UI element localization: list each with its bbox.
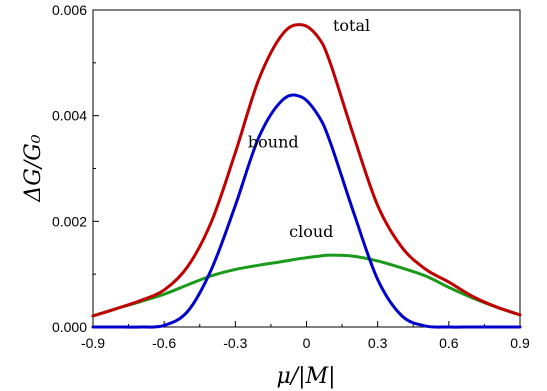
y-tick-label: 0.000 (52, 319, 87, 335)
annotation-cloud: cloud (289, 222, 333, 241)
series-annotations: total bound cloud (248, 16, 370, 241)
series-lines (91, 23, 522, 329)
annotation-total: total (333, 16, 370, 35)
y-tick-label: 0.002 (52, 213, 87, 229)
x-tick-label: -0.3 (223, 335, 247, 351)
y-axis-title: ΔG/G₀ (21, 134, 46, 202)
x-tick-label: -0.9 (81, 335, 105, 351)
annotation-bound: bound (248, 132, 299, 151)
x-tick-label: -0.6 (152, 335, 176, 351)
plot-frame (92, 9, 521, 328)
tick-labels: -0.9 -0.6 -0.3 0 0.3 0.6 0.9 0.000 0.002 0.004 0.0… (52, 2, 530, 351)
series-line-bound (91, 93, 522, 329)
x-axis-title: μ/|M| (276, 364, 335, 389)
y-tick-label: 0.004 (52, 108, 87, 124)
series-line-cloud (91, 253, 522, 318)
x-tick-label: 0.6 (439, 335, 459, 351)
y-tick-label: 0.006 (52, 2, 87, 18)
x-tick-label: 0.9 (510, 335, 530, 351)
x-tick-label: 0 (303, 335, 311, 351)
x-tick-label: 0.3 (368, 335, 388, 351)
series-line-total (91, 23, 522, 318)
axis-ticks (92, 9, 521, 328)
